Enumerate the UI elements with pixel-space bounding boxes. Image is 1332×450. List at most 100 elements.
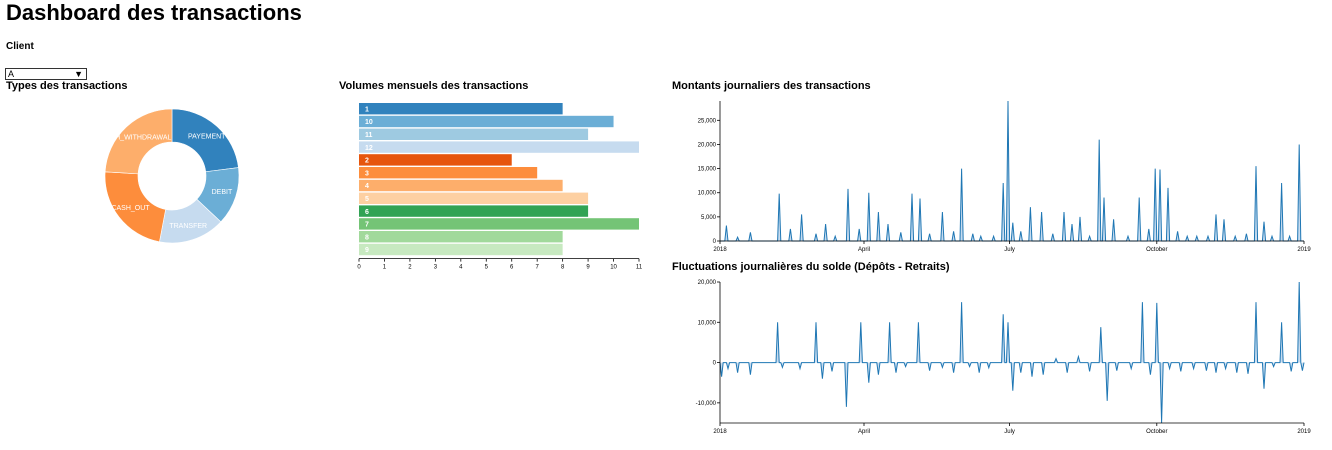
chevron-down-icon: ▼ bbox=[74, 69, 83, 79]
x-axis-tick-label: 4 bbox=[459, 265, 463, 271]
panel-title-balance: Fluctuations journalières du solde (Dépô… bbox=[672, 261, 950, 273]
x-axis-tick-label: 2019 bbox=[1297, 247, 1311, 253]
x-axis-tick: 5 bbox=[485, 258, 489, 271]
bar-label: 8 bbox=[365, 234, 369, 241]
x-axis-tick: 10 bbox=[610, 258, 618, 271]
x-axis-tick-label: April bbox=[858, 429, 870, 435]
x-axis-tick: October bbox=[1146, 423, 1167, 435]
bar bbox=[359, 205, 589, 217]
x-axis-tick: 7 bbox=[536, 258, 540, 271]
x-axis-tick: July bbox=[1004, 423, 1015, 435]
y-axis-tick: -10,000 bbox=[696, 401, 720, 407]
bar-label: 9 bbox=[365, 247, 369, 254]
bar bbox=[359, 167, 538, 179]
x-axis-tick-label: 2018 bbox=[713, 429, 727, 435]
bar-label: 4 bbox=[365, 183, 369, 190]
y-axis-tick: 25,000 bbox=[698, 118, 720, 124]
bar bbox=[359, 243, 563, 256]
bar bbox=[359, 218, 639, 230]
x-axis-tick-label: 2018 bbox=[713, 247, 727, 253]
x-axis-tick-label: 5 bbox=[485, 265, 489, 271]
x-axis-tick-label: October bbox=[1146, 247, 1167, 253]
y-axis-tick: 20,000 bbox=[698, 142, 720, 148]
x-axis-tick-label: 10 bbox=[610, 265, 617, 271]
x-axis-tick-label: April bbox=[858, 247, 870, 253]
y-axis-tick: 20,000 bbox=[698, 280, 720, 286]
x-axis-tick-label: 3 bbox=[434, 265, 438, 271]
bar-label: 11 bbox=[365, 132, 373, 139]
donut-slice-label: DEBIT bbox=[212, 189, 233, 196]
bar-label: 5 bbox=[365, 196, 369, 203]
y-axis-tick: 5,000 bbox=[701, 215, 720, 221]
bar bbox=[359, 231, 563, 243]
y-axis-tick-label: 20,000 bbox=[698, 280, 717, 286]
bar bbox=[359, 103, 563, 115]
x-axis-tick-label: 11 bbox=[636, 265, 643, 271]
x-axis-tick: 2 bbox=[408, 258, 412, 271]
x-axis-tick-label: 6 bbox=[510, 265, 514, 271]
y-axis-tick-label: 20,000 bbox=[698, 142, 717, 148]
y-axis-tick: 0 bbox=[713, 239, 720, 245]
page-title: Dashboard des transactions bbox=[6, 0, 302, 25]
y-axis-tick: 0 bbox=[713, 361, 720, 367]
x-axis-tick: 3 bbox=[434, 258, 438, 271]
donut-slice-label: PAYEMENT bbox=[188, 134, 226, 141]
bar-label: 3 bbox=[365, 170, 369, 177]
x-axis-tick: July bbox=[1004, 241, 1015, 253]
area-fill bbox=[720, 282, 1304, 423]
x-axis-tick-label: 8 bbox=[561, 265, 565, 271]
y-axis-tick-label: 25,000 bbox=[698, 118, 717, 124]
x-axis-tick: 2018 bbox=[713, 423, 727, 435]
client-select[interactable]: A ▼ bbox=[5, 68, 87, 80]
bar-label: 6 bbox=[365, 209, 369, 216]
y-axis-tick-label: 0 bbox=[713, 239, 717, 245]
donut-slice bbox=[104, 108, 173, 175]
donut-slice-label: TRANSFER bbox=[169, 223, 207, 230]
panel-title-types: Types des transactions bbox=[6, 80, 128, 92]
x-axis-tick: 1 bbox=[383, 258, 387, 271]
y-axis-tick: 10,000 bbox=[698, 320, 720, 326]
bar-label: 2 bbox=[365, 158, 369, 165]
bar bbox=[359, 115, 614, 128]
panel-title-monthly: Volumes mensuels des transactions bbox=[339, 80, 529, 92]
panel-title-daily-amounts: Montants journaliers des transactions bbox=[672, 80, 871, 92]
y-axis-tick-label: 5,000 bbox=[701, 215, 717, 221]
x-axis-tick-label: July bbox=[1004, 247, 1015, 253]
x-axis-tick: 2018 bbox=[713, 241, 727, 253]
x-axis-tick-label: July bbox=[1004, 429, 1015, 435]
x-axis-tick: 9 bbox=[586, 258, 590, 271]
x-axis-tick-label: October bbox=[1146, 429, 1167, 435]
donut-slice-label: CASH_OUT bbox=[111, 205, 150, 212]
x-axis-tick: April bbox=[858, 423, 870, 435]
x-axis-tick: April bbox=[858, 241, 870, 253]
bar-label: 10 bbox=[365, 119, 373, 126]
client-select-value: A bbox=[8, 69, 15, 79]
bar bbox=[359, 154, 512, 166]
y-axis-tick-label: 0 bbox=[713, 361, 717, 367]
daily-amounts-chart: 0 5,000 10,000 15,000 20,000 25,000 2018 April J… bbox=[698, 100, 1311, 253]
x-axis-tick-label: 1 bbox=[383, 265, 387, 271]
client-label: Client bbox=[6, 41, 34, 52]
x-axis-tick-label: 0 bbox=[357, 265, 361, 271]
bar bbox=[359, 192, 589, 204]
bar-label: 7 bbox=[365, 222, 369, 229]
x-axis-tick: 4 bbox=[459, 258, 463, 271]
y-axis-tick-label: -10,000 bbox=[696, 401, 717, 407]
bar bbox=[359, 179, 563, 192]
x-axis-tick: 0 bbox=[357, 258, 361, 271]
bar-label: 1 bbox=[365, 106, 369, 113]
x-axis-tick-label: 7 bbox=[536, 265, 540, 271]
bar bbox=[359, 128, 589, 140]
x-axis-tick-label: 2 bbox=[408, 265, 412, 271]
series-line bbox=[720, 100, 1304, 242]
x-axis-tick: 6 bbox=[510, 258, 514, 271]
y-axis-tick-label: 10,000 bbox=[698, 191, 717, 197]
balance-chart: -10,000 0 10,000 20,000 2018 April July October… bbox=[696, 280, 1312, 435]
x-axis-tick: 2019 bbox=[1297, 423, 1311, 435]
y-axis-tick-label: 15,000 bbox=[698, 167, 717, 173]
x-axis-tick: 8 bbox=[561, 258, 565, 271]
y-axis-tick: 15,000 bbox=[698, 167, 720, 173]
donut-chart: PAYEMENT DEBIT TRANSFER CASH_OUT CASH_WITHDR… bbox=[101, 108, 240, 244]
x-axis-tick: October bbox=[1146, 241, 1167, 253]
x-axis-tick: 11 bbox=[636, 258, 643, 271]
